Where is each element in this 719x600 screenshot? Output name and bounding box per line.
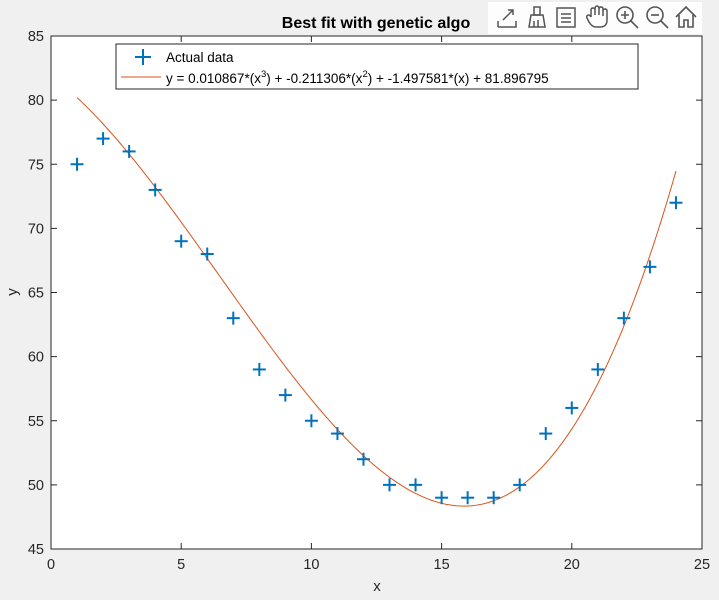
y-tick-label: 70: [28, 221, 44, 237]
y-tick-label: 50: [28, 478, 44, 494]
data-point: [383, 478, 397, 492]
y-tick-label: 60: [28, 350, 44, 366]
y-tick-label: 85: [28, 29, 44, 45]
legend-box: [115, 43, 639, 90]
x-tick-label: 25: [694, 557, 710, 573]
x-tick-label: 20: [564, 557, 580, 573]
x-axis-label: x: [373, 578, 381, 595]
data-point: [617, 311, 631, 325]
y-axis-label: y: [4, 288, 21, 296]
data-point: [278, 388, 292, 402]
zoom-in-icon[interactable]: [616, 6, 639, 29]
y-tick-labels: 45 50 55 60 65 70 75 80 85: [28, 29, 44, 558]
data-point: [96, 132, 110, 146]
brush-icon[interactable]: [528, 6, 546, 28]
axes-toolbar: [488, 2, 702, 34]
data-point: [226, 311, 240, 325]
export-icon[interactable]: [497, 9, 517, 28]
zoom-out-icon[interactable]: [646, 6, 669, 29]
y-tick-label: 55: [28, 414, 44, 430]
x-tick-label: 10: [303, 557, 319, 573]
data-point: [304, 414, 318, 428]
x-tick-labels: 0 5 10 15 20 25: [47, 557, 710, 573]
y-tick-label: 45: [28, 542, 44, 558]
data-point: [513, 478, 527, 492]
fit-curve: [76, 97, 677, 507]
legend-marker-icon: [135, 49, 151, 65]
y-tick-label: 65: [28, 286, 44, 302]
data-point: [330, 427, 344, 441]
data-point: [356, 452, 370, 466]
data-point: [174, 234, 188, 248]
chart-title: Best fit with genetic algo: [282, 15, 471, 32]
x-tick-label: 5: [177, 557, 185, 573]
data-point: [200, 247, 214, 261]
y-tick-label: 80: [28, 93, 44, 109]
data-point: [122, 144, 136, 158]
data-point: [591, 362, 605, 376]
data-point: [487, 491, 501, 505]
plot-area[interactable]: [51, 36, 702, 549]
data-point: [643, 260, 657, 274]
legend[interactable]: Actual data y = 0.010867*(x3) + -0.21130…: [115, 43, 639, 90]
data-markers: [70, 132, 683, 505]
data-point: [461, 491, 475, 505]
data-point: [565, 401, 579, 415]
data-layer: [70, 97, 683, 507]
data-point: [669, 196, 683, 210]
data-point: [70, 157, 84, 171]
data-point: [252, 362, 266, 376]
axes-box: [50, 35, 703, 550]
x-tick-label: 15: [434, 557, 450, 573]
x-tick-label: 0: [47, 557, 55, 573]
data-point: [148, 183, 162, 197]
data-point: [409, 478, 423, 492]
data-tips-icon[interactable]: [556, 7, 576, 28]
legend-label-fit: y = 0.010867*(x3) + -0.211306*(x2) + -1.…: [166, 69, 549, 86]
data-point: [435, 491, 449, 505]
y-tick-label: 75: [28, 157, 44, 173]
home-icon[interactable]: [675, 5, 697, 28]
pan-icon[interactable]: [585, 5, 608, 28]
data-point: [539, 427, 553, 441]
legend-label-actual-data: Actual data: [166, 50, 234, 65]
